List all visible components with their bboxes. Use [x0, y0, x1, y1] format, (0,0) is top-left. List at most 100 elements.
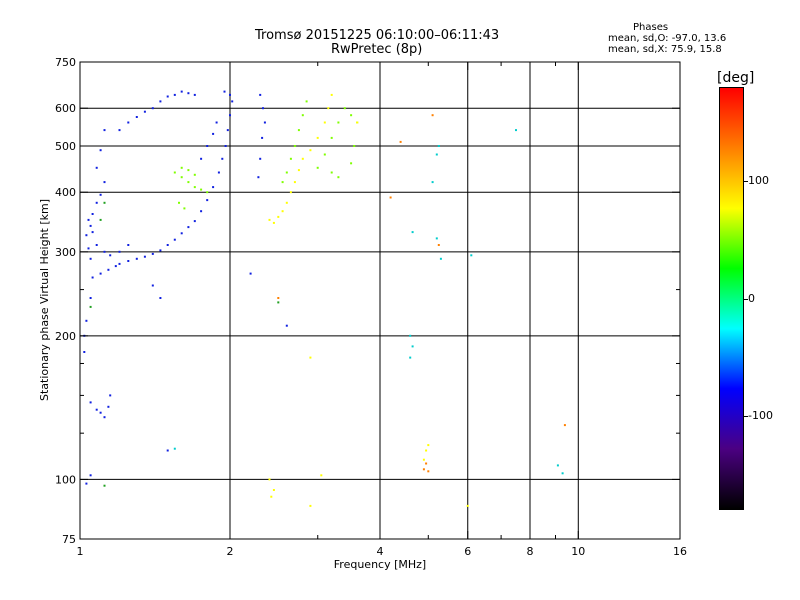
data-point — [409, 356, 412, 359]
data-point — [193, 173, 196, 176]
x-axis: 1 2 4 6 8 10 16 — [77, 62, 687, 558]
data-point — [337, 121, 340, 124]
data-point — [330, 136, 333, 139]
data-point — [435, 237, 438, 240]
data-point — [411, 345, 414, 348]
data-point — [277, 301, 280, 304]
data-point — [281, 210, 284, 213]
data-point — [270, 495, 273, 498]
data-point — [316, 166, 319, 169]
chart-title-line2: RwPretec (8p) — [331, 42, 423, 57]
data-point — [206, 191, 209, 194]
data-point — [309, 504, 312, 507]
x-tick-label: 1 — [77, 545, 84, 558]
data-point — [399, 140, 402, 143]
data-point — [173, 238, 176, 241]
data-point — [103, 129, 106, 132]
data-point — [422, 458, 425, 461]
y-tick-label: 75 — [62, 533, 76, 546]
data-point — [178, 201, 180, 204]
data-point — [217, 171, 220, 174]
data-point — [439, 257, 442, 260]
data-point — [114, 265, 117, 268]
data-point — [166, 449, 169, 452]
colorbar-unit-label: [deg] — [717, 70, 755, 86]
data-point — [180, 166, 183, 169]
x-tick-label: 6 — [464, 545, 471, 558]
y-tick-label: 400 — [55, 186, 76, 199]
data-point — [118, 262, 121, 265]
data-point — [327, 107, 330, 110]
data-point — [91, 213, 94, 215]
data-point — [257, 176, 260, 179]
data-point — [262, 107, 264, 110]
data-point — [323, 153, 326, 156]
data-point — [151, 284, 154, 287]
data-point — [356, 121, 359, 124]
colorbar-tick-label: -100 — [748, 409, 773, 422]
data-point — [200, 157, 203, 160]
data-point — [427, 470, 430, 473]
y-axis-label: Stationary phase Virtual Height [km] — [38, 199, 51, 401]
data-point — [103, 484, 106, 487]
data-point — [173, 447, 176, 450]
data-point — [83, 351, 86, 353]
data-point — [261, 136, 264, 139]
chart-title-line1: Tromsø 20151225 06:10:00–06:11:43 — [255, 28, 500, 43]
data-point — [89, 297, 92, 299]
data-point — [297, 129, 300, 132]
data-point — [431, 114, 434, 117]
data-point — [389, 196, 392, 199]
data-point — [249, 272, 252, 275]
data-point — [135, 116, 138, 118]
data-point — [151, 107, 154, 110]
data-point — [89, 224, 92, 227]
data-point — [563, 424, 566, 427]
y-tick-label: 200 — [55, 330, 76, 343]
data-point — [206, 145, 209, 147]
data-point — [109, 254, 112, 257]
data-point — [277, 297, 280, 299]
data-point — [320, 474, 323, 477]
data-points-layer — [83, 90, 566, 507]
data-point — [427, 444, 430, 447]
data-point — [289, 157, 292, 160]
colorbar-tick-mark — [744, 298, 748, 300]
y-tick-label: 600 — [55, 102, 76, 115]
data-point — [259, 93, 262, 96]
x-axis-label: Frequency [MHz] — [334, 558, 426, 571]
data-point — [99, 149, 102, 152]
data-point — [259, 157, 262, 160]
data-point — [127, 260, 130, 262]
data-point — [556, 464, 559, 467]
data-point — [193, 93, 196, 96]
data-point — [272, 489, 275, 491]
data-point — [330, 93, 333, 96]
data-point — [212, 132, 215, 135]
data-point — [309, 356, 312, 359]
x-tick-label: 2 — [227, 545, 234, 558]
data-point — [263, 121, 266, 124]
y-tick-label: 500 — [55, 140, 76, 153]
data-point — [466, 504, 469, 507]
colorbar-tick-label: 0 — [748, 291, 755, 305]
data-point — [422, 468, 425, 471]
data-point — [159, 249, 162, 252]
data-point — [180, 232, 183, 235]
y-axis: 75 100 200 300 400 500 600 750 — [55, 56, 680, 546]
data-point — [297, 169, 300, 172]
data-point — [143, 110, 146, 113]
data-point — [159, 297, 162, 299]
x-tick-label: 4 — [377, 545, 384, 558]
data-point — [91, 231, 94, 234]
data-point — [103, 416, 106, 419]
data-point — [323, 121, 326, 124]
data-point — [437, 145, 440, 147]
data-point — [193, 220, 196, 223]
data-point — [437, 244, 440, 246]
grid-layer — [80, 62, 680, 539]
data-point — [425, 449, 428, 452]
data-point — [226, 129, 229, 132]
data-point — [99, 218, 102, 221]
